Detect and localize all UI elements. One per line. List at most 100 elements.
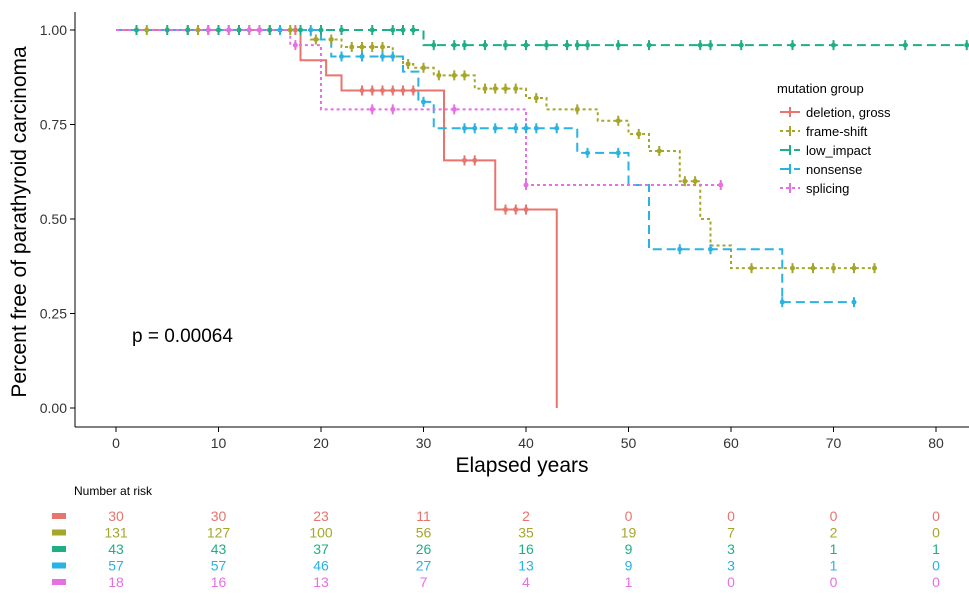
censor-dot — [369, 106, 375, 112]
censor-dot — [682, 178, 688, 184]
risk-count: 27 — [416, 558, 432, 574]
y-axis-title: Percent free of parathyroid carcinoma — [8, 46, 31, 398]
x-tick-label: 80 — [928, 435, 944, 451]
risk-count: 56 — [416, 525, 432, 541]
risk-count: 0 — [830, 574, 838, 590]
censor-dot — [410, 27, 416, 33]
censor-dot — [339, 27, 344, 33]
risk-count: 30 — [108, 508, 124, 524]
risk-count: 0 — [727, 574, 735, 590]
legend-label: nonsense — [806, 162, 862, 177]
risk-count: 13 — [313, 574, 329, 590]
x-tick-label: 20 — [313, 435, 329, 451]
censor-dot — [564, 42, 570, 48]
censor-dot — [349, 44, 355, 50]
censor-dot — [533, 95, 539, 101]
censor-dot — [615, 42, 621, 48]
x-tick-label: 60 — [723, 435, 739, 451]
risk-count: 26 — [416, 541, 432, 557]
risk-count: 1 — [830, 558, 838, 574]
risk-count: 127 — [207, 525, 231, 541]
censor-dot — [615, 150, 621, 156]
y-tick-label: 0.50 — [40, 211, 67, 227]
censor-dot — [574, 106, 580, 112]
risk-row-swatch — [52, 546, 66, 552]
censor-dot — [421, 65, 426, 71]
censor-dot — [359, 87, 365, 93]
p-value-annotation: p = 0.00064 — [132, 326, 233, 347]
censor-dot — [749, 265, 754, 271]
censor-dot — [574, 42, 580, 48]
censor-dot — [462, 125, 467, 131]
risk-count: 35 — [518, 525, 534, 541]
y-tick-label: 1.00 — [40, 22, 67, 38]
censor-dot — [313, 36, 319, 42]
risk-count: 57 — [211, 558, 227, 574]
risk-count: 0 — [932, 508, 940, 524]
legend-label: splicing — [806, 181, 849, 196]
censor-dot — [492, 86, 498, 92]
risk-count: 46 — [313, 558, 329, 574]
risk-count: 2 — [830, 525, 838, 541]
risk-count: 11 — [416, 508, 431, 524]
risk-row-swatch — [52, 513, 66, 519]
censor-dot — [436, 72, 442, 78]
risk-count: 30 — [211, 508, 227, 524]
risk-count: 1 — [830, 541, 838, 557]
x-tick-label: 30 — [416, 435, 432, 451]
survival-curve — [116, 29, 967, 47]
censor-dot — [267, 27, 273, 33]
risk-count: 3 — [727, 541, 735, 557]
risk-count: 16 — [518, 541, 534, 557]
risk-count: 7 — [727, 525, 735, 541]
risk-count: 0 — [932, 574, 940, 590]
censor-dot — [779, 299, 785, 305]
censor-dot — [292, 42, 298, 48]
censor-dot — [308, 27, 314, 33]
censor-dot — [144, 27, 150, 33]
censor-dot — [585, 150, 590, 156]
censor-dot — [390, 53, 396, 59]
censor-dot — [831, 265, 836, 271]
censor-dot — [544, 42, 549, 48]
risk-count: 0 — [932, 558, 940, 574]
risk-count: 2 — [522, 508, 530, 524]
censor-dot — [380, 44, 385, 50]
censor-dot — [718, 182, 724, 188]
censor-dot — [390, 27, 396, 33]
censor-dot — [328, 36, 334, 42]
risk-row-swatch — [52, 579, 66, 585]
risk-count: 0 — [625, 508, 633, 524]
censor-dot — [585, 42, 590, 48]
censor-dot — [405, 61, 411, 67]
censor-dot — [369, 27, 375, 33]
censor-dot — [359, 53, 365, 59]
risk-count: 23 — [313, 508, 329, 524]
censor-dot — [216, 27, 221, 33]
censor-dot — [472, 157, 478, 163]
censor-dot — [692, 178, 698, 184]
risk-count: 43 — [211, 541, 227, 557]
risk-count: 37 — [313, 541, 329, 557]
censor-dot — [677, 246, 683, 252]
risk-count: 3 — [727, 558, 735, 574]
risk-count: 9 — [625, 541, 633, 557]
censor-dot — [533, 125, 539, 131]
censor-dot — [513, 86, 519, 92]
risk-count: 57 — [108, 558, 124, 574]
risk-count: 1 — [625, 574, 633, 590]
y-tick-label: 0.25 — [40, 306, 67, 322]
censor-dot — [790, 42, 795, 48]
censor-dot — [523, 42, 529, 48]
censor-dot — [503, 207, 508, 213]
censor-dot — [451, 42, 457, 48]
risk-count: 18 — [108, 574, 124, 590]
censor-dot — [902, 42, 908, 48]
risk-count: 19 — [621, 525, 637, 541]
censor-dot — [380, 87, 385, 93]
censor-dot — [523, 125, 529, 131]
y-tick-label: 0.75 — [40, 117, 67, 133]
censor-dot — [872, 265, 877, 271]
risk-count: 43 — [108, 541, 124, 557]
